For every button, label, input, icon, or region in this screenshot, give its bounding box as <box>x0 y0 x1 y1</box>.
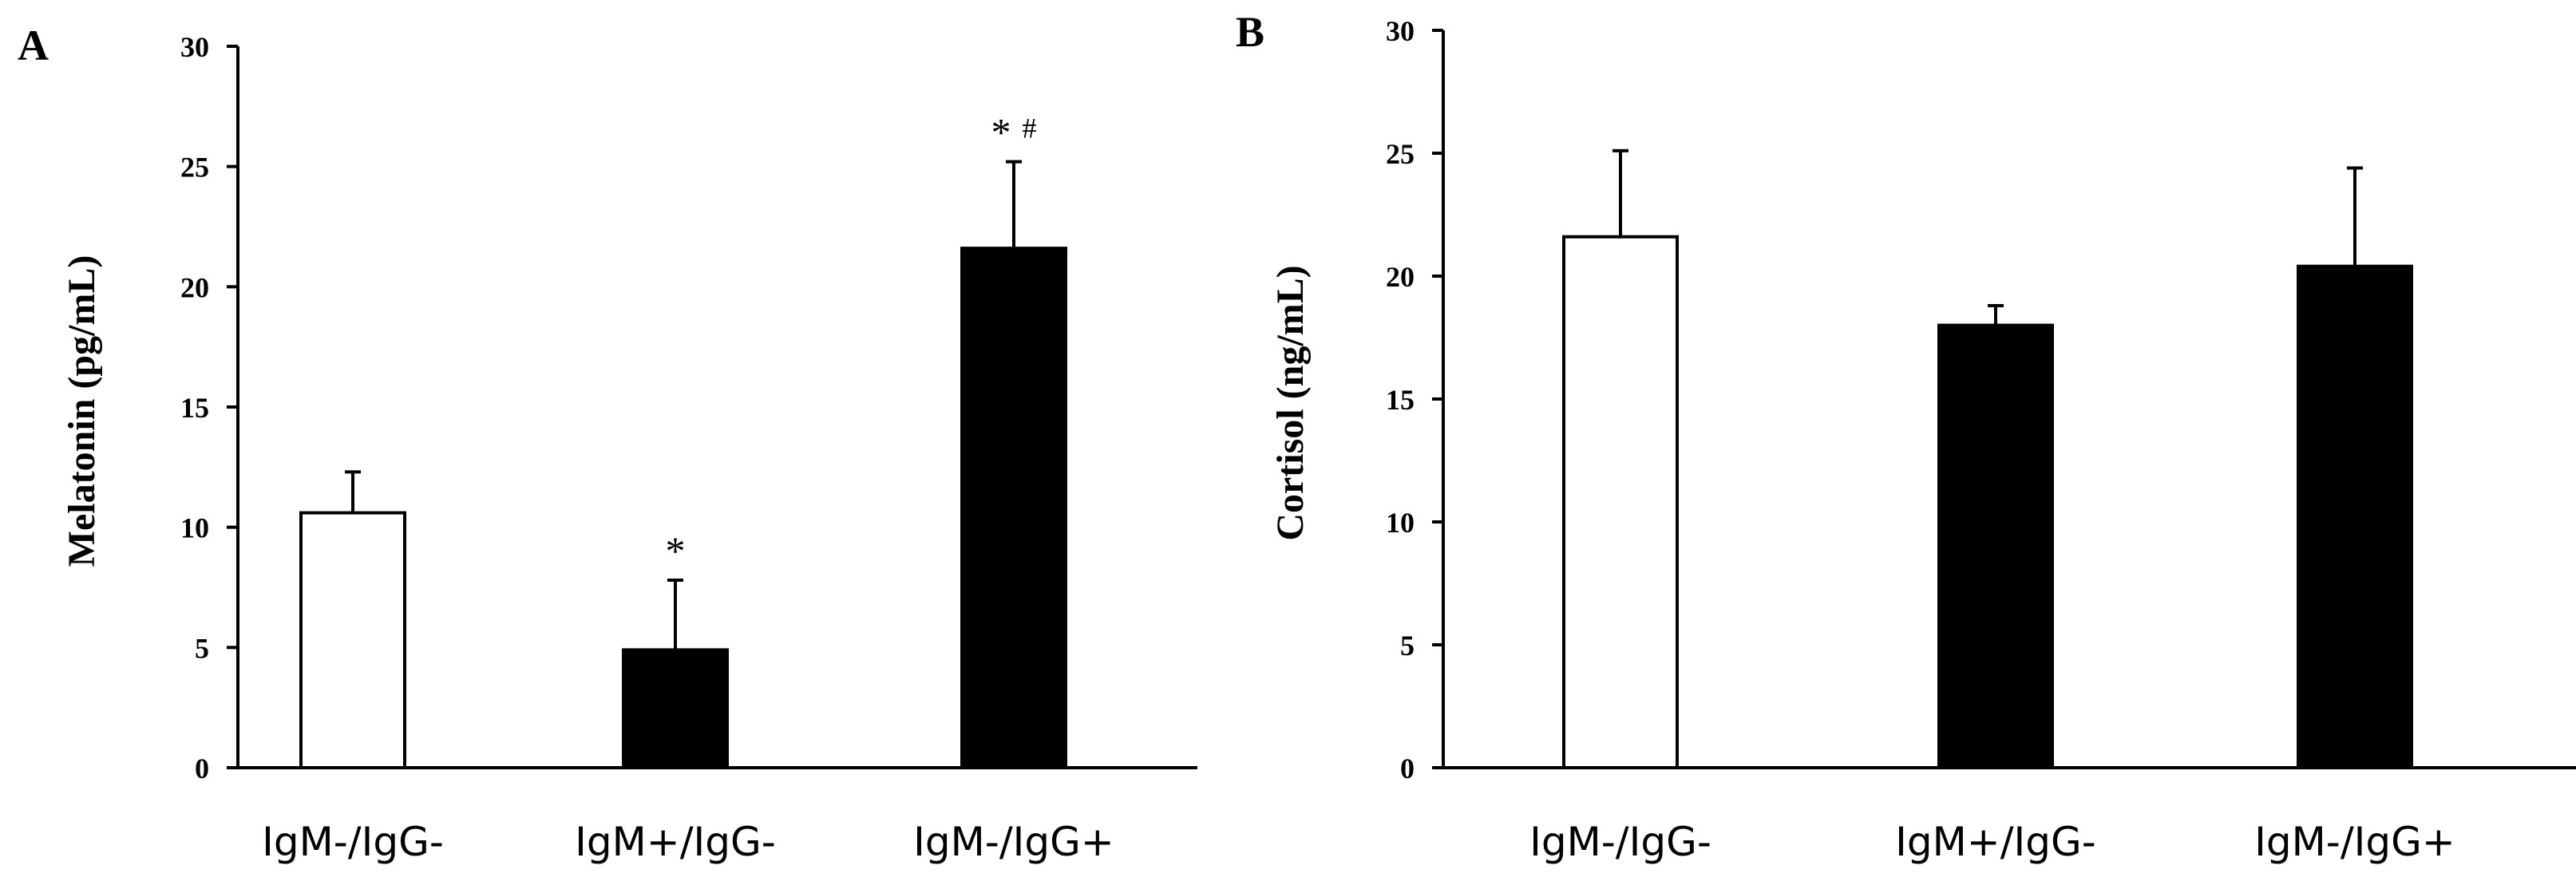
panel-a-y-axis-label: Melatonin (pg/mL) <box>61 255 103 567</box>
panel-b: B Cortisol (ng/mL) 0 5 10 15 20 25 30 IgM-/IgG… <box>1236 8 2576 865</box>
category-label: IgM-/IgG+ <box>913 819 1114 865</box>
category-label: IgM+/IgG- <box>1895 819 2096 865</box>
y-tick-label: 30 <box>180 31 209 63</box>
panel-a: A Melatonin (pg/mL) 0 5 10 15 20 25 30 IgM-/Ig… <box>18 22 1197 865</box>
category-label: IgM-/IgG- <box>1529 819 1711 865</box>
panel-b-y-ticks: 0 5 10 15 20 25 30 <box>1386 15 1443 784</box>
y-tick-label: 5 <box>1400 630 1415 662</box>
panel-a-label: A <box>18 22 49 69</box>
category-label: IgM+/IgG- <box>575 819 776 865</box>
y-tick-label: 20 <box>1386 261 1415 293</box>
panel-a-bars: IgM-/IgG- IgM+/IgG- * IgM-/IgG+ * # <box>262 110 1114 865</box>
bar-IgM-/IgG- <box>299 511 406 769</box>
panel-a-y-ticks: 0 5 10 15 20 25 30 <box>180 31 238 784</box>
y-tick-label: 0 <box>1400 753 1415 784</box>
category-label: IgM-/IgG- <box>262 819 444 865</box>
y-tick-label: 10 <box>1386 507 1415 539</box>
y-tick-label: 30 <box>1386 15 1415 47</box>
y-tick-label: 25 <box>1386 138 1415 170</box>
significance-marker: * <box>666 528 686 573</box>
y-tick-label: 15 <box>180 392 209 424</box>
bar-IgM+/IgG- <box>622 648 729 770</box>
y-tick-label: 15 <box>1386 384 1415 416</box>
y-tick-label: 10 <box>180 512 209 544</box>
y-tick-label: 25 <box>180 152 209 184</box>
y-tick-label: 5 <box>195 632 209 664</box>
y-tick-label: 0 <box>195 753 209 784</box>
bar-IgM-/IgG- <box>1562 235 1679 770</box>
y-tick-label: 20 <box>180 271 209 303</box>
bar-IgM-/IgG+ <box>960 247 1067 769</box>
panel-b-bars: IgM-/IgG- IgM+/IgG- IgM-/IgG+ <box>1529 148 2455 865</box>
category-label: IgM-/IgG+ <box>2254 819 2455 865</box>
panel-b-label: B <box>1236 8 1264 56</box>
significance-marker: * # <box>991 110 1037 155</box>
bar-IgM-/IgG+ <box>2297 264 2413 769</box>
bar-IgM+/IgG- <box>1937 323 2054 770</box>
panel-b-y-axis-label: Cortisol (ng/mL) <box>1269 265 1312 540</box>
